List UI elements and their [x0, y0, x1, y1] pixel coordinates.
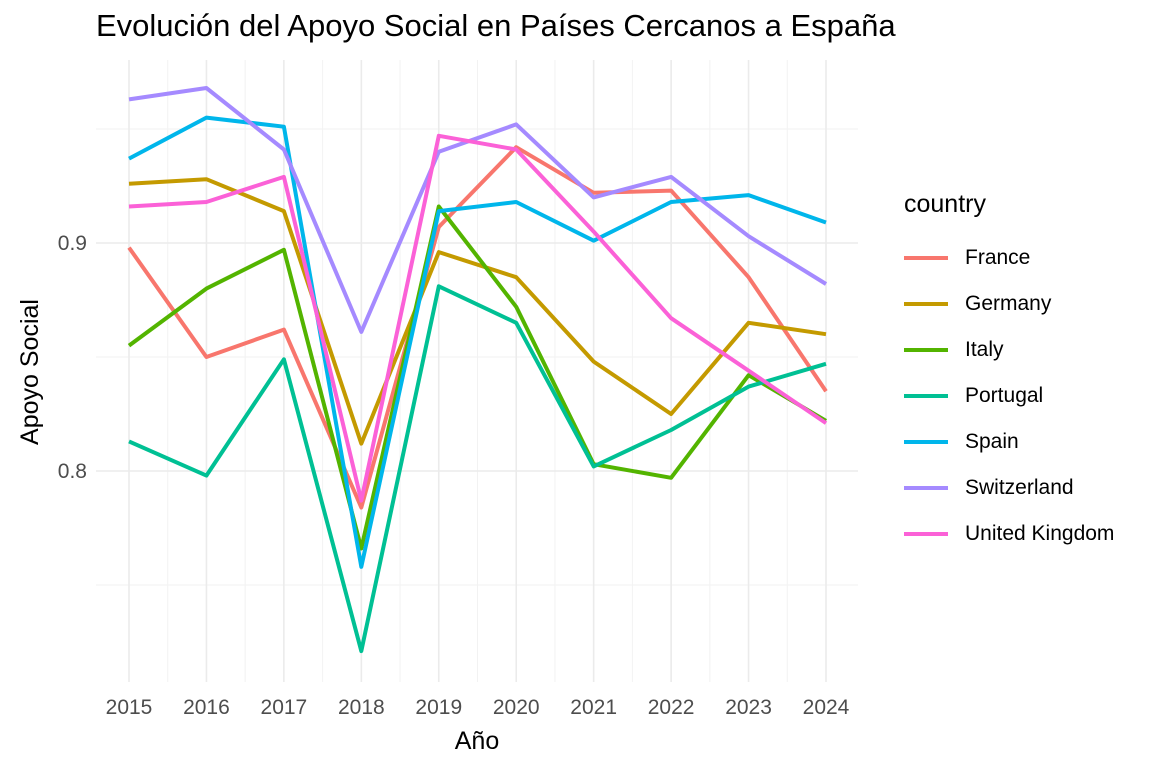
- series-lines: [127, 86, 828, 654]
- legend-item: Switzerland: [904, 465, 1114, 511]
- x-tick-label: 2024: [803, 696, 850, 719]
- legend-title: country: [904, 190, 986, 218]
- series-line-germany: [128, 177, 827, 446]
- x-tick-label: 2018: [338, 696, 385, 719]
- legend-label: Italy: [965, 338, 1004, 361]
- x-axis-title: Año: [455, 727, 499, 755]
- series-line-spain: [128, 115, 827, 569]
- legend-items: France Germany Italy Portugal Spain Switzerla…: [904, 235, 1114, 557]
- legend-item: France: [904, 235, 1114, 281]
- legend-label: Germany: [965, 292, 1052, 315]
- x-tick-label: 2017: [261, 696, 308, 719]
- legend: country France Germany Italy Portugal Spain S…: [904, 190, 1114, 557]
- series-line-portugal: [128, 284, 827, 654]
- legend-swatch: [904, 348, 948, 352]
- series-line-switzerland: [128, 86, 828, 334]
- legend-swatch: [904, 256, 948, 260]
- legend-item: Germany: [904, 281, 1114, 327]
- legend-swatch: [904, 440, 948, 444]
- series-line-italy: [127, 204, 828, 551]
- legend-swatch: [904, 394, 948, 398]
- y-axis-title: Apoyo Social: [16, 299, 44, 445]
- grid-major: [96, 60, 858, 682]
- y-tick-label: 0.9: [58, 232, 87, 255]
- legend-swatch: [904, 532, 948, 536]
- legend-label: Portugal: [965, 384, 1044, 407]
- x-tick-label: 2022: [648, 696, 695, 719]
- legend-item: United Kingdom: [904, 511, 1114, 557]
- y-tick-label: 0.8: [58, 460, 87, 483]
- x-tick-label: 2020: [493, 696, 540, 719]
- x-tick-label: 2021: [570, 696, 617, 719]
- grid-minor: [96, 60, 858, 682]
- legend-swatch: [904, 302, 948, 306]
- legend-swatch: [904, 486, 948, 490]
- legend-label: Spain: [965, 430, 1019, 453]
- series-line-france: [127, 145, 828, 510]
- x-tick-label: 2015: [106, 696, 153, 719]
- chart-title: Evolución del Apoyo Social en Países Cer…: [96, 8, 896, 43]
- legend-item: Italy: [904, 327, 1114, 373]
- legend-label: France: [965, 246, 1031, 269]
- tick-labels: 2015 2016 2017 2018 2019 2020 2021 2022 2023 2024…: [58, 232, 850, 719]
- x-tick-label: 2023: [725, 696, 772, 719]
- legend-item: Portugal: [904, 373, 1114, 419]
- x-tick-label: 2016: [183, 696, 230, 719]
- legend-item: Spain: [904, 419, 1114, 465]
- x-tick-label: 2019: [415, 696, 462, 719]
- series-line-united-kingdom: [128, 133, 828, 503]
- legend-label: United Kingdom: [965, 522, 1115, 545]
- legend-label: Switzerland: [965, 476, 1074, 499]
